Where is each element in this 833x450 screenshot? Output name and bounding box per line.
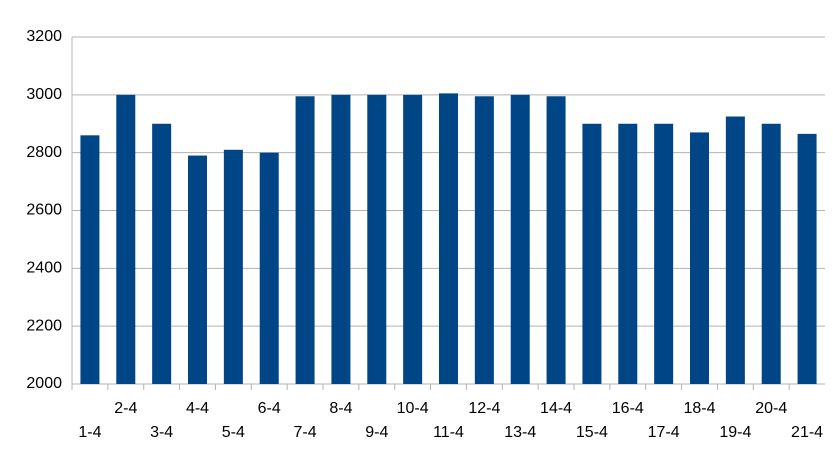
x-tick-label: 9-4 <box>365 424 388 441</box>
x-tick-label: 14-4 <box>540 400 572 417</box>
bar <box>295 96 315 384</box>
x-tick-label: 4-4 <box>186 400 209 417</box>
x-tick-label: 21-4 <box>791 424 823 441</box>
x-tick-label: 18-4 <box>683 400 715 417</box>
x-tick-label: 19-4 <box>719 424 751 441</box>
x-tick-label: 10-4 <box>397 400 429 417</box>
x-tick-label: 5-4 <box>222 424 245 441</box>
y-tick-label: 2400 <box>26 260 62 277</box>
bar <box>403 94 423 384</box>
bar <box>725 116 745 384</box>
bar <box>510 94 530 384</box>
x-tick-label: 15-4 <box>576 424 608 441</box>
x-tick-label: 6-4 <box>258 400 281 417</box>
x-tick-label: 3-4 <box>150 424 173 441</box>
y-tick-label: 2200 <box>26 317 62 334</box>
x-tick-label: 11-4 <box>433 424 464 441</box>
bar <box>618 123 638 384</box>
x-tick-label: 16-4 <box>612 400 644 417</box>
bar <box>546 96 566 384</box>
bar <box>80 135 100 384</box>
y-tick-label: 2800 <box>26 144 62 161</box>
bar <box>259 152 279 384</box>
bar <box>152 123 172 384</box>
bar <box>439 93 458 384</box>
y-tick-label: 3200 <box>26 28 62 45</box>
bar <box>367 94 387 384</box>
bar <box>582 123 602 384</box>
x-tick-label: 1-4 <box>78 424 101 441</box>
x-tick-label: 17-4 <box>648 424 680 441</box>
bar <box>331 94 351 384</box>
bar <box>761 123 781 384</box>
y-tick-label: 3000 <box>26 86 62 103</box>
x-tick-label: 20-4 <box>755 400 787 417</box>
bar <box>690 132 709 384</box>
x-tick-label: 13-4 <box>504 424 536 441</box>
bar <box>116 94 136 384</box>
x-tick-label: 7-4 <box>294 424 317 441</box>
bar <box>797 133 817 384</box>
bar <box>474 96 494 384</box>
bar <box>654 123 674 384</box>
y-tick-label: 2000 <box>26 375 62 392</box>
bar <box>188 155 207 384</box>
y-tick-label: 2600 <box>26 202 62 219</box>
x-tick-label: 8-4 <box>329 400 352 417</box>
bar <box>223 149 243 384</box>
x-tick-label: 2-4 <box>114 400 137 417</box>
x-tick-label: 12-4 <box>468 400 500 417</box>
